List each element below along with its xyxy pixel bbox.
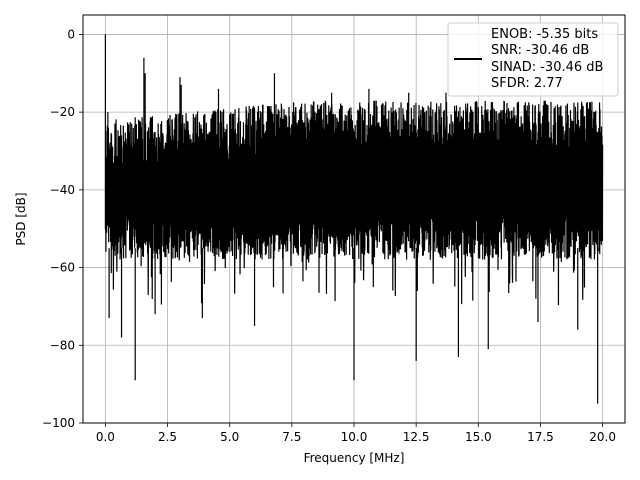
y-tick-label: −60 xyxy=(50,261,75,275)
x-tick-label: 7.5 xyxy=(282,430,301,444)
psd-series-line xyxy=(104,34,604,404)
x-tick-label: 15.0 xyxy=(465,430,492,444)
x-tick-label: 5.0 xyxy=(220,430,239,444)
y-tick-label: −40 xyxy=(50,183,75,197)
y-tick-label: 0 xyxy=(67,27,75,41)
legend-box xyxy=(447,22,619,97)
y-tick-label: −20 xyxy=(50,105,75,119)
legend-entry-enob: ENOB: -5.35 bits xyxy=(491,27,598,42)
y-tick-label: −80 xyxy=(50,338,75,352)
legend-entry-snr: SNR: -30.46 dB xyxy=(491,43,589,58)
y-tick-label: −100 xyxy=(42,416,75,430)
x-tick-label: 2.5 xyxy=(158,430,177,444)
legend-entry-sfdr: SFDR: 2.77 xyxy=(491,76,563,91)
x-tick-label: 10.0 xyxy=(341,430,368,444)
plot-area xyxy=(104,34,604,404)
y-axis-ticks: 0 −20 −40 −60 −80 −100 xyxy=(42,27,83,430)
x-tick-label: 12.5 xyxy=(403,430,430,444)
x-tick-label: 20.0 xyxy=(589,430,616,444)
x-tick-label: 17.5 xyxy=(527,430,554,444)
x-tick-label: 0.0 xyxy=(96,430,115,444)
legend-entry-sinad: SINAD: -30.46 dB xyxy=(491,60,603,75)
y-axis-label: PSD [dB] xyxy=(14,192,28,245)
legend: ENOB: -5.35 bits SNR: -30.46 dB SINAD: -… xyxy=(447,22,619,97)
x-axis-ticks: 0.0 2.5 5.0 7.5 10.0 12.5 15.0 17.5 20.0 xyxy=(96,423,616,444)
x-axis-label: Frequency [MHz] xyxy=(304,451,405,465)
